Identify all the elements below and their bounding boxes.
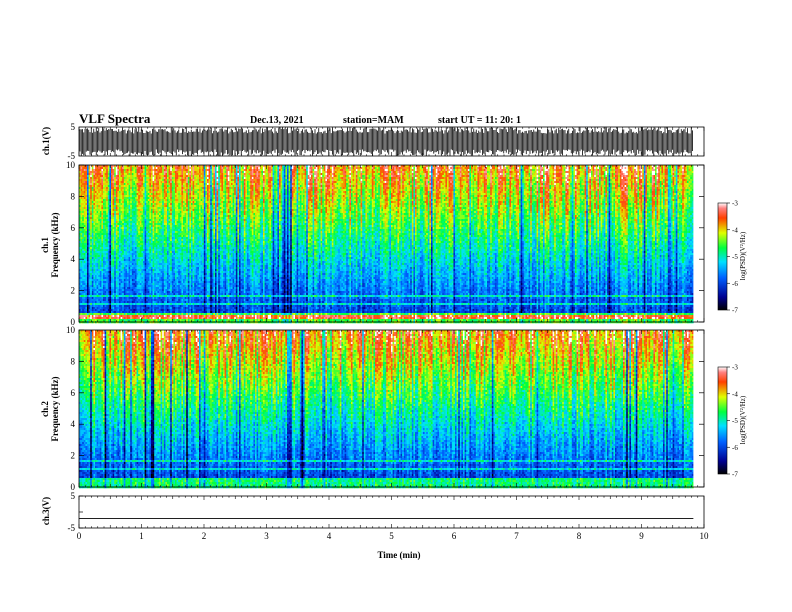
y-tick-label: 2: [71, 286, 76, 296]
x-tick-label: 4: [327, 531, 332, 541]
y-tick-label: 8: [71, 191, 76, 201]
colorbar-tick-label: -7: [732, 471, 738, 479]
y-tick-label: 10: [66, 160, 76, 170]
ch1-waveform-ylabel: ch.1(V): [41, 127, 51, 155]
colorbar-tick-label: -5: [732, 417, 738, 425]
y-tick-label: 6: [71, 388, 76, 398]
colorbar-tick-label: -5: [732, 253, 738, 261]
ch2-colorbar: -3 -4 -5 -6 -7 log(PSD)(V²/Hz): [718, 364, 747, 479]
y-tick-label: 5: [71, 122, 76, 132]
ch1-waveform-trace: [80, 127, 693, 156]
colorbar-tick-label: -4: [732, 226, 738, 234]
y-tick-label: -5: [68, 523, 76, 533]
ch1-colorbar-label: log(PSD)(V²/Hz): [739, 231, 747, 280]
x-tick-label: 2: [202, 531, 207, 541]
ch3-waveform-panel: 0 1 2 3 4 5 6 7 8 9 10 5 -5: [68, 491, 710, 541]
ch2-spectrogram-ylabel: ch.2Frequency (kHz): [40, 376, 60, 441]
colorbar-tick-label: -4: [732, 390, 738, 398]
colorbar-tick-label: -7: [732, 307, 738, 315]
y-tick-label: 6: [71, 223, 76, 233]
figure-title: VLF Spectra: [79, 111, 151, 126]
ch2-colorbar-label: log(PSD)(V²/Hz): [739, 395, 747, 444]
x-tick-label: 3: [264, 531, 269, 541]
x-tick-label: 5: [389, 531, 394, 541]
x-tick-label: 7: [514, 531, 519, 541]
ch1-waveform-panel: 5-5: [68, 122, 705, 161]
x-tick-label: 9: [639, 531, 644, 541]
x-tick-label: 0: [77, 531, 82, 541]
x-axis-label: Time (min): [377, 550, 420, 560]
colorbar-tick-label: -3: [732, 364, 738, 372]
colorbar-tick-label: -6: [732, 444, 738, 452]
y-tick-label: 4: [71, 419, 76, 429]
x-tick-label: 1: [139, 531, 144, 541]
start-time-label: start UT = 11: 20: 1: [438, 115, 521, 126]
y-tick-label: 2: [71, 451, 76, 461]
ch1-spectrogram-ylabel: ch.1Frequency (kHz): [40, 212, 60, 277]
x-tick-label: 10: [700, 531, 710, 541]
x-tick-label: 8: [577, 531, 582, 541]
colorbar-tick-label: -3: [732, 200, 738, 208]
station-label: station=MAM: [343, 115, 404, 126]
y-tick-label: 8: [71, 356, 76, 366]
x-tick-label: 6: [452, 531, 457, 541]
y-tick-label: 10: [66, 325, 76, 335]
y-tick-label: 4: [71, 254, 76, 264]
date-label: Dec.13, 2021: [250, 115, 304, 126]
ch1-colorbar: -3 -4 -5 -6 -7 log(PSD)(V²/Hz): [718, 200, 747, 315]
ch3-waveform-ylabel: ch.3(V): [41, 497, 51, 525]
y-tick-label: 5: [71, 491, 76, 501]
colorbar-tick-label: -6: [732, 280, 738, 288]
